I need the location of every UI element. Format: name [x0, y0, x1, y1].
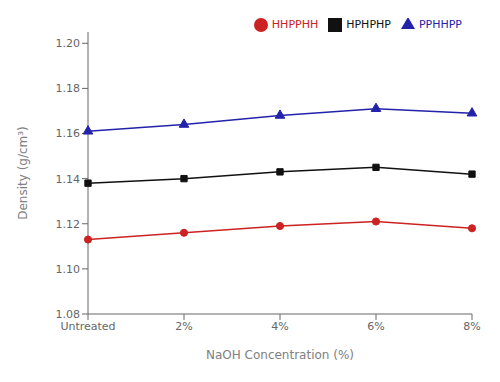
svg-text:Density (g/cm³): Density (g/cm³)	[16, 126, 30, 220]
html-text:HPHPHP: HPHPHP	[346, 18, 391, 31]
svg-text:1.20: 1.20	[56, 37, 81, 50]
svg-text:1.16: 1.16	[56, 127, 81, 140]
svg-text:1.14: 1.14	[56, 173, 81, 186]
html-text:PPHHPP: PPHHPP	[418, 18, 462, 31]
svg-text:6%: 6%	[367, 320, 384, 333]
svg-text:NaOH Concentration (%): NaOH Concentration (%)	[206, 348, 354, 362]
svg-text:Untreated: Untreated	[60, 320, 115, 333]
svg-text:1.08: 1.08	[56, 308, 81, 321]
svg-text:2%: 2%	[175, 320, 192, 333]
html-text:HHPPHH: HHPPHH	[271, 18, 319, 31]
svg-text:8%: 8%	[463, 320, 480, 333]
svg-text:1.10: 1.10	[56, 263, 81, 276]
svg-text:4%: 4%	[271, 320, 288, 333]
svg-text:1.12: 1.12	[56, 218, 81, 231]
svg-text:1.18: 1.18	[56, 82, 81, 95]
